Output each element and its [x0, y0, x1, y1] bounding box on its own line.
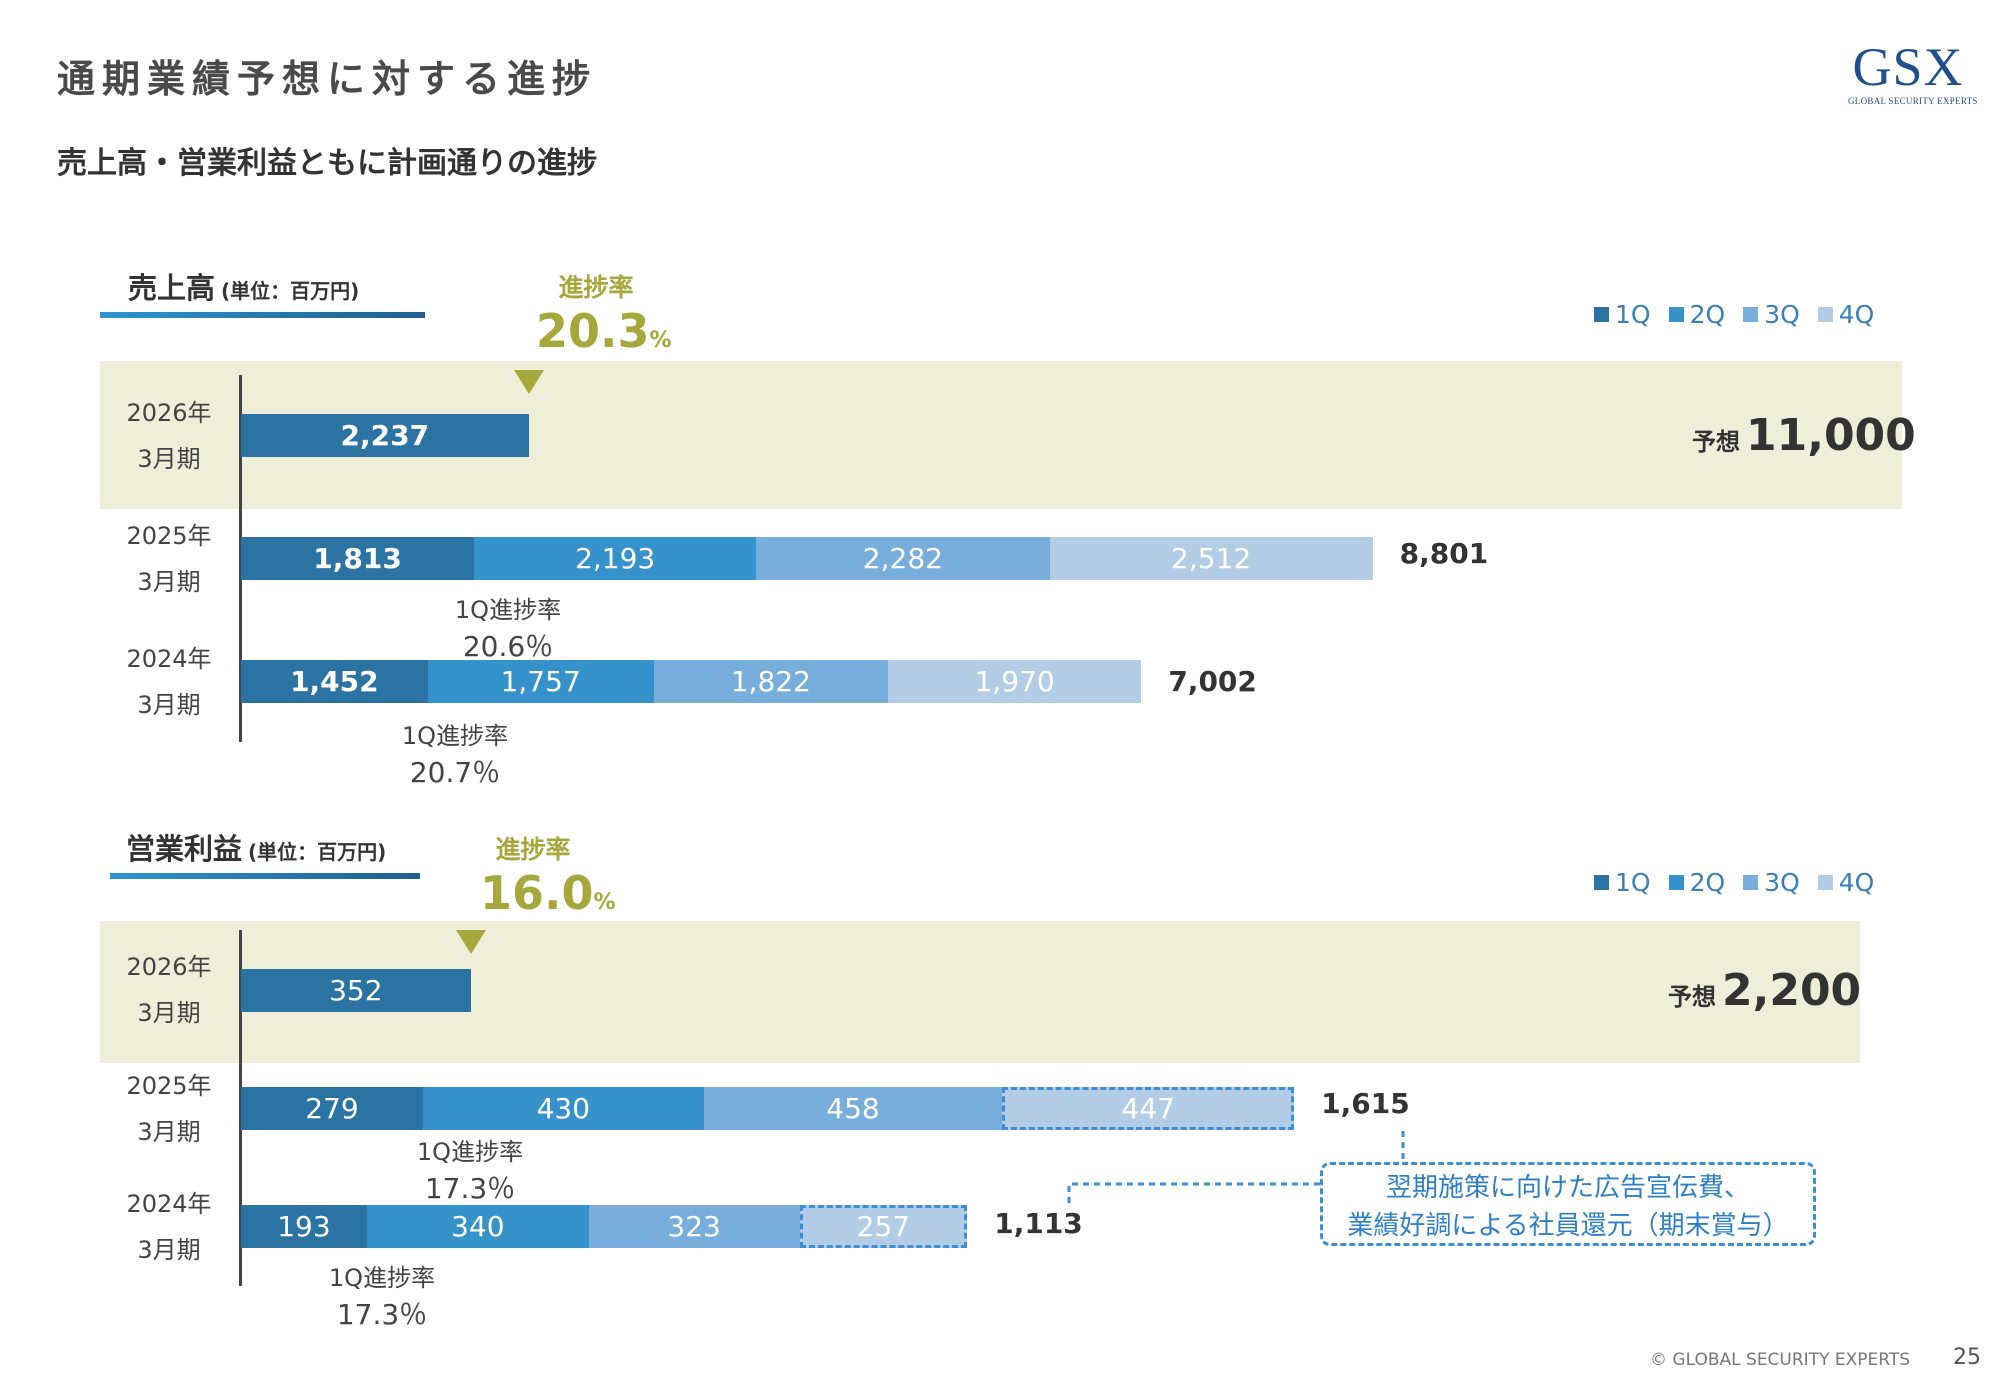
bar-2024-q4: 1,970	[887, 660, 1142, 703]
q1-progress-note: 1Q進捗率 20.6％	[454, 596, 562, 663]
q1-progress-note: 1Q進捗率 17.3％	[416, 1138, 524, 1205]
row-label: 2026年 3月期	[126, 399, 212, 473]
forecast-value: 予想 2,200	[1668, 965, 1862, 1016]
row-label: 2024年 3月期	[126, 1190, 212, 1264]
legend-swatch	[1817, 307, 1833, 322]
bar-2025-q1: 1,813	[241, 537, 475, 580]
chart-legend: 1Q 2Q 3Q 4Q	[1594, 868, 1874, 897]
bar-2025-q2: 2,193	[474, 537, 757, 580]
bar-2025-q1: 279	[241, 1087, 424, 1130]
annotation-callout: 翌期施策に向けた広告宣伝費、 業績好調による社員還元（期末賞与）	[1320, 1162, 1816, 1246]
bar-total: 1,615	[1321, 1087, 1410, 1120]
bar-2025-q4: 447	[1002, 1087, 1295, 1130]
legend-swatch	[1668, 875, 1684, 890]
legend-swatch	[1668, 307, 1684, 322]
progress-value: 20.3%	[536, 304, 672, 358]
footer-copyright: © GLOBAL SECURITY EXPERTS	[1650, 1350, 1910, 1370]
bar-total: 8,801	[1399, 537, 1489, 570]
forecast-value: 予想 11,000	[1692, 410, 1916, 461]
legend-item-q4: 4Q	[1817, 868, 1874, 897]
page-title: 通期業績予想に対する進捗	[57, 57, 598, 101]
bar-2024-q2: 1,757	[427, 660, 654, 703]
chart-title: 売上高 (単位：百万円)	[128, 265, 359, 307]
bar-2024-q1: 1,452	[241, 660, 428, 703]
bar-2024-q4: 257	[799, 1205, 968, 1248]
q1-progress-note: 1Q進捗率 20.7％	[401, 722, 509, 789]
progress-arrow-icon	[455, 930, 486, 954]
chart-title-text: 売上高	[128, 271, 216, 305]
bar-2025-q4: 2,512	[1049, 537, 1373, 580]
progress-label: 進捗率	[495, 835, 571, 864]
title-underline	[110, 873, 420, 879]
bar-2026-q1: 2,237	[241, 414, 529, 457]
company-logo: GSX GLOBAL SECURITY EXPERTS	[1848, 37, 1978, 106]
bar-total: 1,113	[994, 1207, 1083, 1240]
chart-legend: 1Q 2Q 3Q 4Q	[1594, 300, 1874, 329]
bar-2025-q2: 430	[423, 1087, 704, 1130]
progress-value: 16.0%	[480, 866, 616, 920]
progress-arrow-icon	[513, 370, 544, 394]
q1-progress-note: 1Q進捗率 17.3％	[328, 1264, 436, 1331]
bar-2025-q3: 458	[703, 1087, 1003, 1130]
title-underline	[100, 312, 425, 318]
progress-label: 進捗率	[558, 273, 634, 302]
row-label: 2026年 3月期	[126, 953, 212, 1027]
page-subtitle: 売上高・営業利益ともに計画通りの進捗	[57, 146, 597, 181]
bar-2026-q1: 352	[241, 969, 471, 1012]
chart-unit: (単位：百万円)	[221, 279, 360, 303]
legend-item-q2: 2Q	[1668, 300, 1725, 329]
bar-2024-q3: 1,822	[653, 660, 888, 703]
legend-item-q1: 1Q	[1594, 868, 1651, 897]
legend-swatch	[1743, 875, 1759, 890]
row-label: 2025年 3月期	[126, 522, 212, 596]
bar-total: 7,002	[1168, 665, 1257, 698]
bar-2024-q1: 193	[241, 1205, 367, 1248]
bar-2024-q2: 340	[366, 1205, 589, 1248]
bar-2025-q3: 2,282	[756, 537, 1050, 580]
legend-item-q3: 3Q	[1743, 868, 1800, 897]
chart-unit: (単位：百万円)	[248, 840, 387, 864]
chart-axis	[239, 930, 242, 1286]
legend-swatch	[1743, 307, 1759, 322]
logo-tagline: GLOBAL SECURITY EXPERTS	[1848, 96, 1978, 106]
legend-swatch	[1817, 875, 1833, 890]
legend-item-q1: 1Q	[1594, 300, 1651, 329]
bar-2024-q3: 323	[588, 1205, 800, 1248]
legend-swatch	[1594, 875, 1609, 890]
chart-title: 営業利益 (単位：百万円)	[126, 826, 386, 868]
chart-title-text: 営業利益	[126, 832, 243, 866]
connector-2024	[1067, 1182, 1320, 1203]
logo-mark: GSX	[1852, 37, 1964, 97]
legend-item-q4: 4Q	[1817, 300, 1874, 329]
legend-item-q2: 2Q	[1668, 868, 1725, 897]
row-label: 2025年 3月期	[126, 1072, 212, 1146]
chart-axis	[239, 375, 242, 742]
legend-swatch	[1594, 307, 1609, 322]
legend-item-q3: 3Q	[1743, 300, 1800, 329]
page-number: 25	[1953, 1345, 1981, 1370]
row-label: 2024年 3月期	[126, 645, 212, 719]
